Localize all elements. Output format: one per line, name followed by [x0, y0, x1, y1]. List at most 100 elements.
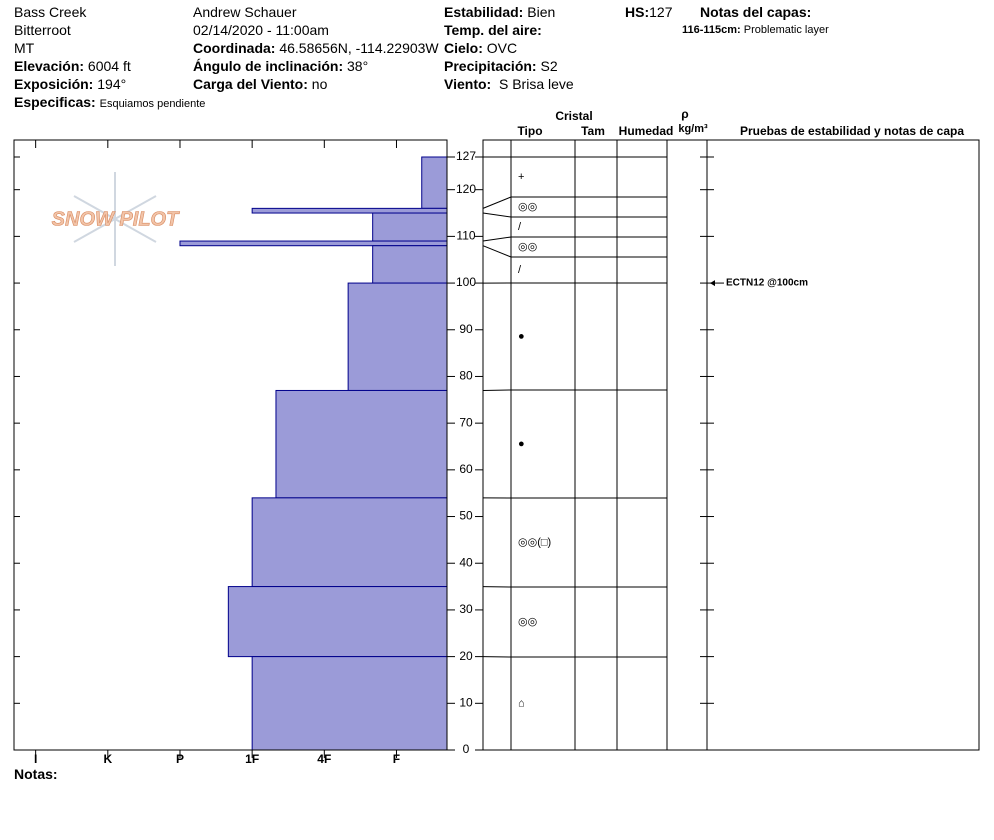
- value: 127: [649, 4, 673, 20]
- y-tick-label: 90: [459, 322, 473, 336]
- coords: Coordinada: 46.58656N, -114.22903W: [193, 40, 439, 56]
- y-tick-label: 127: [456, 149, 476, 163]
- col-header: kg/m³: [678, 123, 708, 135]
- precip: Precipitación: S2: [444, 58, 558, 74]
- y-tick-label: 30: [459, 602, 473, 616]
- col-header: Pruebas de estabilidad y notas de capa: [740, 124, 964, 138]
- y-tick-label: 120: [456, 182, 476, 196]
- y-tick-label: 0: [463, 742, 470, 756]
- x-tick-label: P: [176, 752, 184, 766]
- grain-type: ◎◎: [518, 201, 537, 213]
- col-header: Tipo: [517, 124, 542, 138]
- plot-frame: [13, 139, 448, 751]
- hardness-bar: [347, 282, 448, 391]
- watermark: SNOW PILOT: [52, 208, 180, 230]
- grain-type: ●: [518, 438, 525, 450]
- label: Precipitación:: [444, 58, 537, 74]
- y-tick-label: 80: [459, 369, 473, 383]
- hardness-bar: [372, 245, 448, 284]
- label: Ángulo de inclinación:: [193, 58, 344, 74]
- label: Elevación:: [14, 58, 85, 74]
- value: Esquiamos pendiente: [99, 98, 206, 110]
- label: Viento:: [444, 76, 492, 92]
- y-tick-label: 10: [459, 695, 473, 709]
- value: 194°: [97, 76, 127, 92]
- layer-connector: [482, 196, 512, 209]
- layer-connector: [482, 236, 512, 242]
- grain-type: ◎◎: [518, 616, 537, 628]
- label: Cielo:: [444, 40, 483, 56]
- label: Carga del Viento:: [193, 76, 308, 92]
- y-tick-label: 100: [456, 275, 476, 289]
- x-tick-label: 1F: [245, 752, 259, 766]
- grain-type: ●: [518, 330, 525, 342]
- elevation: Elevación: 6004 ft: [14, 58, 131, 74]
- sky: Cielo: OVC: [444, 40, 518, 56]
- layer-connector: [482, 212, 512, 218]
- label: Especificas:: [14, 94, 96, 110]
- label: 116-115cm:: [682, 24, 741, 36]
- label: Exposición:: [14, 76, 94, 92]
- grain-type: +: [518, 171, 524, 183]
- label: Notas:: [14, 766, 58, 782]
- value: 46.58656N, -114.22903W: [279, 40, 439, 56]
- aspect: Exposición: 194°: [14, 76, 126, 92]
- snowflake-logo: [73, 172, 157, 266]
- hardness-bar: [251, 207, 448, 214]
- x-tick-label: F: [393, 752, 400, 766]
- value: S2: [540, 58, 558, 74]
- y-tick-label: 60: [459, 462, 473, 476]
- wind: Viento: S Brisa leve: [444, 76, 574, 92]
- location: Bass Creek: [14, 4, 87, 20]
- specifics: Especificas: Esquiamos pendiente: [14, 94, 205, 110]
- notes-label: Notas:: [14, 766, 58, 782]
- layer-connector: [482, 245, 512, 258]
- hardness-bar: [421, 156, 448, 209]
- label: Estabilidad:: [444, 4, 524, 20]
- value: OVC: [486, 40, 518, 56]
- value: 38°: [347, 58, 369, 74]
- grain-type: ◎◎(□): [518, 536, 551, 548]
- hardness-bar: [179, 240, 448, 247]
- layer-note: 116-115cm: Problematic layer: [682, 24, 829, 36]
- col-header: Humedad: [619, 124, 674, 138]
- stability: Estabilidad: Bien: [444, 4, 555, 20]
- x-tick-label: I: [34, 752, 37, 766]
- hardness-bar: [251, 656, 448, 751]
- col-header: ρ: [681, 107, 688, 121]
- col-header: Cristal: [555, 109, 592, 123]
- table-frame: [482, 139, 980, 751]
- hardness-bar: [251, 497, 448, 588]
- value: Bien: [527, 4, 556, 20]
- slope: Ángulo de inclinación: 38°: [193, 58, 368, 74]
- value: Problematic layer: [743, 24, 829, 36]
- x-tick-label: K: [103, 752, 112, 766]
- test-label: ECTN12 @100cm: [726, 278, 808, 289]
- hardness-bar: [275, 389, 448, 499]
- grain-type: ◎◎: [518, 241, 537, 253]
- value: S Brisa leve: [498, 76, 574, 92]
- value: no: [311, 76, 328, 92]
- y-tick-label: 50: [459, 509, 473, 523]
- arrow-head: [710, 280, 715, 287]
- grain-type: /: [518, 264, 522, 276]
- label: Temp. del aire:: [444, 22, 542, 38]
- y-tick-label: 40: [459, 555, 473, 569]
- y-tick-label: 70: [459, 415, 473, 429]
- hs: HS:127: [625, 4, 672, 20]
- range: Bitterroot: [14, 22, 71, 38]
- grain-type: ⌂: [518, 697, 525, 709]
- label: HS:: [625, 4, 650, 20]
- value: 6004 ft: [87, 58, 131, 74]
- layer-notes-title: Notas del capas:: [700, 4, 811, 20]
- label: Notas del capas:: [700, 4, 812, 20]
- grain-type: /: [518, 221, 522, 233]
- y-tick-label: 110: [456, 229, 475, 243]
- wind-load: Carga del Viento: no: [193, 76, 327, 92]
- x-tick-label: 4F: [317, 752, 331, 766]
- y-tick-label: 20: [459, 649, 473, 663]
- air-temp: Temp. del aire:: [444, 22, 542, 38]
- hardness-bar: [227, 586, 448, 658]
